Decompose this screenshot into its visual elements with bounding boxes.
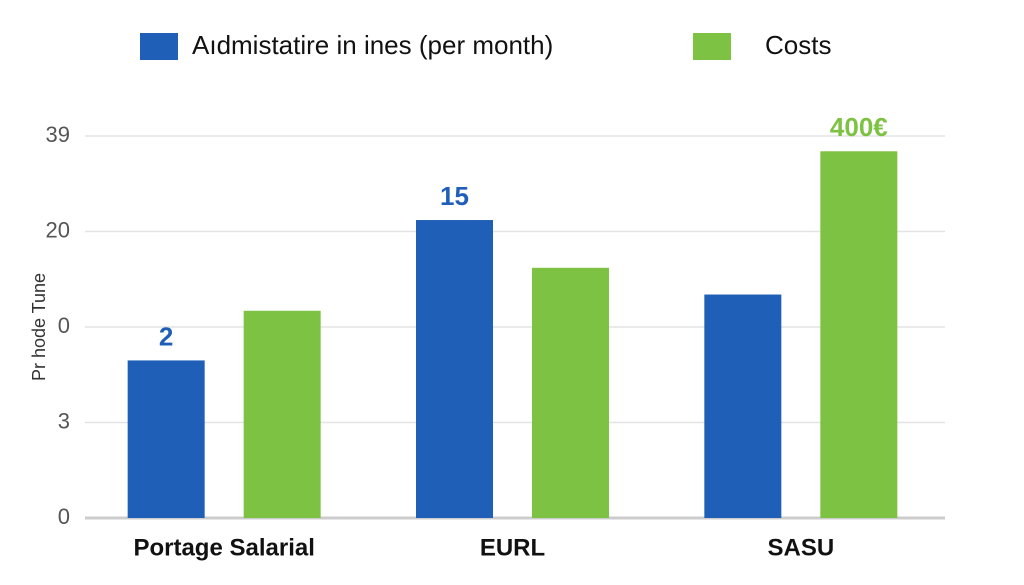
- x-tick-label: EURL: [480, 534, 545, 561]
- bar: [127, 360, 205, 518]
- legend-label: Costs: [765, 30, 831, 60]
- legend-label: Aıdmistatire in ines (per month): [192, 30, 553, 60]
- x-tick-label: SASU: [767, 534, 834, 561]
- y-tick-label: 39: [46, 122, 70, 147]
- data-label: 2: [159, 321, 173, 351]
- y-tick-label: 3: [58, 408, 70, 433]
- y-tick-label: 0: [58, 313, 70, 338]
- y-tick-label: 20: [46, 217, 70, 242]
- legend-swatch: [693, 33, 731, 60]
- x-tick-label: Portage Salarial: [133, 534, 314, 561]
- data-label: 400€: [830, 112, 888, 142]
- bar: [416, 220, 493, 519]
- bar: [243, 310, 321, 518]
- bar: [820, 151, 898, 518]
- data-label: 15: [440, 181, 469, 211]
- y-tick-label: 0: [58, 504, 70, 529]
- bar: [532, 267, 609, 518]
- bar: [704, 294, 782, 518]
- y-axis-label: Pr hode Tune: [29, 273, 49, 381]
- legend-swatch: [140, 33, 178, 60]
